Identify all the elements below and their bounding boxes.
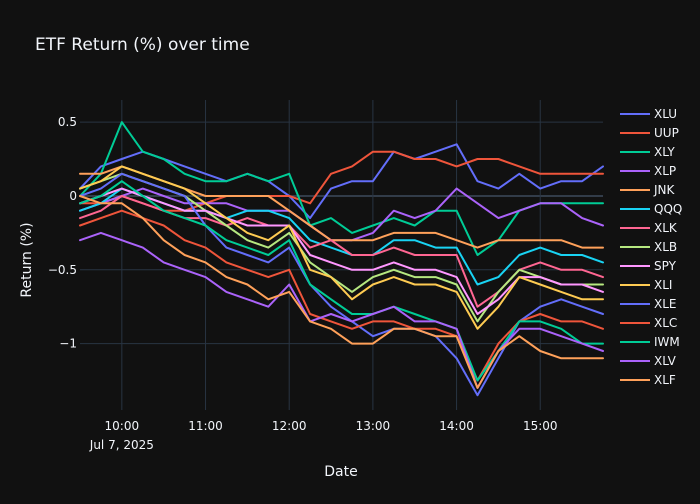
legend-item-spy[interactable]: SPY [620,259,677,273]
y-tick-label: −1 [59,337,77,351]
x-tick-sublabel: Jul 7, 2025 [89,438,154,452]
legend-item-jnk[interactable]: JNK [620,183,676,197]
legend-label: XLI [654,278,672,292]
legend-item-xlk[interactable]: XLK [620,221,678,235]
x-axis: 10:00 Jul 7, 2025 11:00 12:00 13:00 14:00 15:0… [89,419,558,452]
x-tick-label: 15:00 [523,419,558,433]
legend-label: UUP [654,126,679,140]
legend-label: QQQ [654,202,682,216]
legend-item-xlu[interactable]: XLU [620,107,677,121]
legend-item-xli[interactable]: XLI [620,278,672,292]
legend-label: IWM [654,335,680,349]
legend-label: XLB [654,240,677,254]
legend-label: SPY [654,259,677,273]
x-tick-label: 13:00 [356,419,391,433]
legend: XLU UUP XLY XLP JNK QQQ XLK XLB SPY XLI XLE XLC IWM X… [620,107,682,387]
legend-label: XLE [654,297,677,311]
legend-item-xlv[interactable]: XLV [620,354,677,368]
series-line-xli [79,165,604,330]
series-line-xlu [79,143,604,220]
legend-item-xlf[interactable]: XLF [620,373,676,387]
legend-label: XLV [654,354,677,368]
legend-item-xlb[interactable]: XLB [620,240,677,254]
series-lines [79,121,604,397]
legend-item-xlp[interactable]: XLP [620,164,676,178]
legend-label: XLP [654,164,676,178]
y-axis: 0.5 0 −0.5 −1 [48,115,77,350]
x-tick-label: 12:00 [272,419,307,433]
legend-label: XLY [654,145,675,159]
legend-label: XLU [654,107,677,121]
series-line-iwm [79,180,604,382]
y-axis-title: Return (%) [19,222,35,297]
series-line-xly [79,121,604,256]
series-line-uup [79,150,604,212]
y-tick-label: 0.5 [58,115,77,129]
legend-label: XLK [654,221,678,235]
x-tick-label: 14:00 [439,419,474,433]
legend-item-xlc[interactable]: XLC [620,316,677,330]
series-line-xlf [79,195,604,389]
legend-item-xle[interactable]: XLE [620,297,677,311]
legend-item-xly[interactable]: XLY [620,145,675,159]
legend-label: XLF [654,373,676,387]
y-tick-label: −0.5 [48,263,77,277]
x-tick-label: 10:00 [105,419,140,433]
legend-item-iwm[interactable]: IWM [620,335,680,349]
x-axis-title: Date [324,464,357,480]
y-tick-label: 0 [69,189,77,203]
x-tick-label: 11:00 [188,419,223,433]
legend-item-qqq[interactable]: QQQ [620,202,682,216]
chart-title: ETF Return (%) over time [35,35,250,55]
series-line-xlv [79,231,604,389]
legend-label: XLC [654,316,677,330]
legend-item-uup[interactable]: UUP [620,126,679,140]
legend-label: JNK [653,183,676,197]
